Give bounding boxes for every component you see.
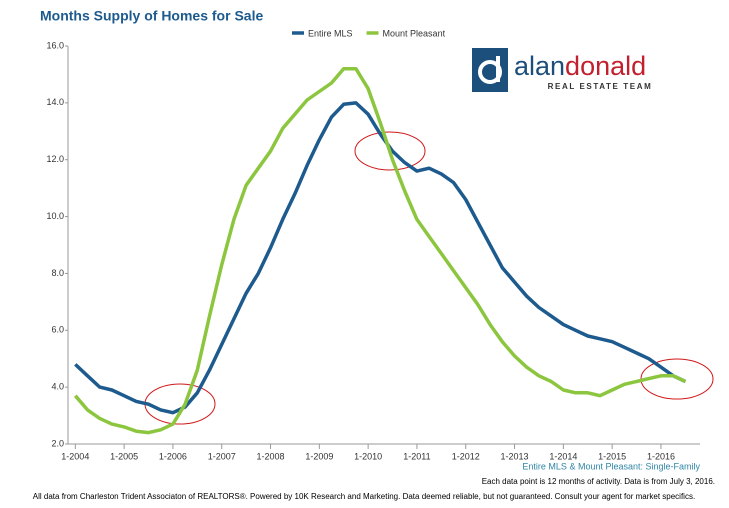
y-tick-label: 4.0 [51,382,64,392]
logo-tagline: REAL ESTATE TEAM [548,82,653,91]
x-tick-label: 1-2007 [208,451,236,461]
logo-badge [472,48,508,92]
y-tick-label: 12.0 [46,154,64,164]
x-tick-label: 1-2014 [549,451,577,461]
x-tick-label: 1-2011 [403,451,430,461]
x-tick-label: 1-2013 [501,451,529,461]
note: Each data point is 12 months of activity… [482,477,715,486]
highlight-circle [144,383,216,425]
y-tick-label: 10.0 [46,211,64,221]
x-tick-label: 1-2012 [452,451,480,461]
x-tick-label: 1-2009 [305,451,333,461]
x-tick-label: 1-2015 [598,451,626,461]
y-tick-label: 8.0 [51,268,64,278]
logo-icon [496,56,500,82]
logo-text: alandonald [514,51,646,81]
logo-second: donald [565,51,646,81]
highlight-circle [354,131,426,171]
legend-label: Entire MLS [308,28,353,38]
footer-note: All data from Charleston Trident Associa… [33,492,695,501]
logo-first: alan [514,51,565,81]
y-tick-label: 14.0 [46,97,64,107]
legend-label: Mount Pleasant [383,28,446,38]
x-tick-label: 1-2008 [257,451,285,461]
subtitle: Entire MLS & Mount Pleasant: Single-Fami… [522,461,700,471]
y-tick-label: 2.0 [51,438,64,448]
y-tick-label: 6.0 [51,325,64,335]
x-tick-label: 1-2005 [110,451,138,461]
annotations [144,131,714,425]
chart-title: Months Supply of Homes for Sale [40,8,263,24]
x-tick-label: 1-2010 [354,451,382,461]
x-tick-label: 1-2016 [647,451,675,461]
series-line [74,101,687,415]
series-line [73,66,687,435]
y-tick-label: 16.0 [46,40,64,50]
x-tick-label: 1-2004 [61,451,89,461]
x-tick-label: 1-2006 [159,451,187,461]
logo: alandonald REAL ESTATE TEAM [472,48,653,92]
